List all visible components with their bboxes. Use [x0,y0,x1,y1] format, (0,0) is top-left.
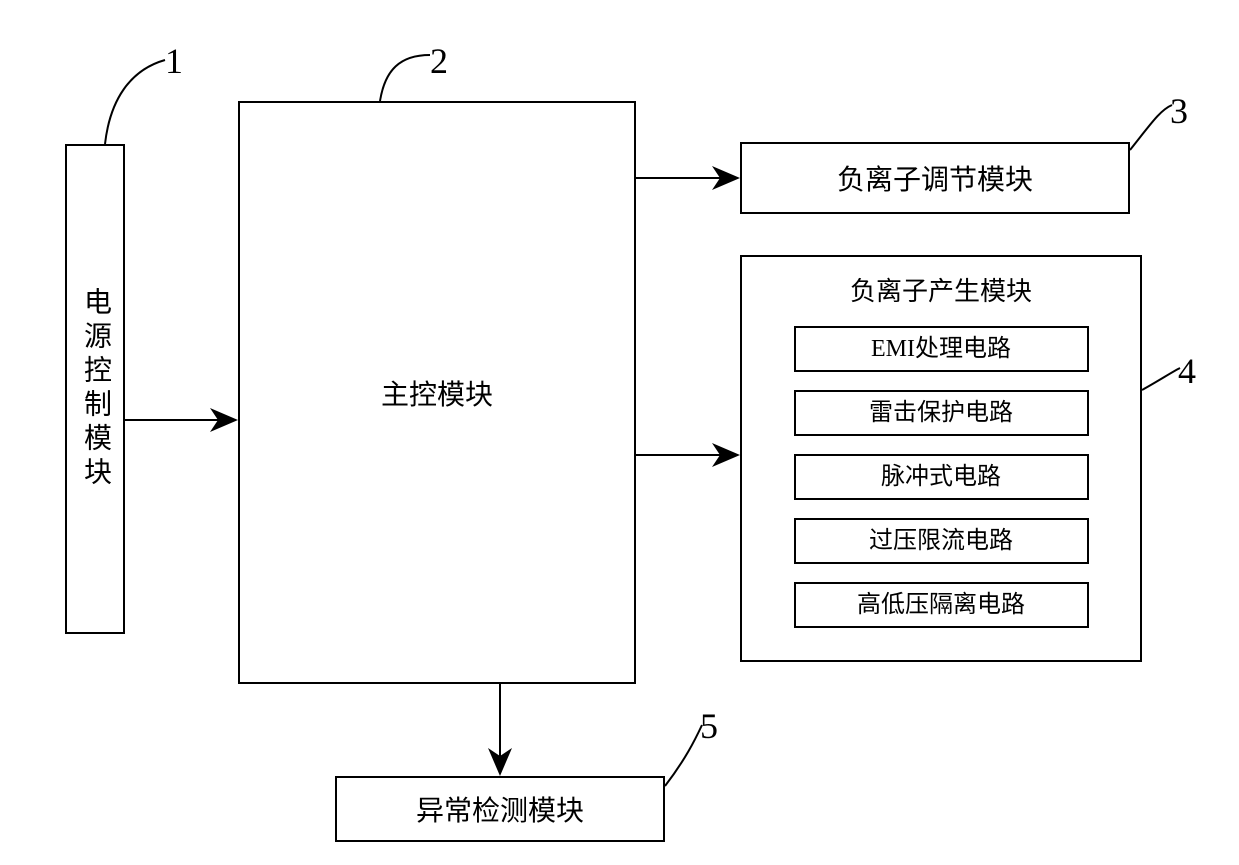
leader-2 [380,55,430,101]
callout-number-5: 5 [700,705,718,747]
block-anomaly-detect-label: 异常检测模块 [416,789,584,829]
inner-hv-lv-isolation: 高低压隔离电路 [794,582,1089,628]
inner-overvoltage-limit: 过压限流电路 [794,518,1089,564]
block-ion-generate-title: 负离子产生模块 [742,271,1140,308]
callout-number-1: 1 [165,40,183,82]
callout-number-3: 3 [1170,90,1188,132]
callout-number-4: 4 [1178,350,1196,392]
block-power-control: 电源控制模块 [65,144,125,634]
inner-lightning-protect-label: 雷击保护电路 [869,400,1013,426]
leader-3 [1130,105,1172,150]
inner-emi-circuit: EMI处理电路 [794,326,1089,372]
inner-pulse-circuit: 脉冲式电路 [794,454,1089,500]
block-ion-adjust-label: 负离子调节模块 [837,158,1033,198]
leader-4 [1142,368,1180,390]
leader-5 [665,725,702,786]
block-anomaly-detect: 异常检测模块 [335,776,665,842]
block-ion-adjust: 负离子调节模块 [740,142,1130,214]
inner-overvoltage-limit-label: 过压限流电路 [869,528,1013,554]
inner-pulse-circuit-label: 脉冲式电路 [881,464,1001,490]
block-ion-generate: 负离子产生模块 EMI处理电路 雷击保护电路 脉冲式电路 过压限流电路 高低压隔… [740,255,1142,662]
inner-lightning-protect: 雷击保护电路 [794,390,1089,436]
diagram-canvas: 电源控制模块 主控模块 负离子调节模块 负离子产生模块 EMI处理电路 雷击保护… [0,0,1239,865]
block-main-control-label: 主控模块 [381,373,493,413]
block-power-control-label: 电源控制模块 [75,287,115,491]
leader-1 [105,60,165,144]
inner-hv-lv-isolation-label: 高低压隔离电路 [857,592,1025,618]
callout-number-2: 2 [430,40,448,82]
inner-emi-circuit-label: EMI处理电路 [871,336,1011,362]
block-main-control: 主控模块 [238,101,636,684]
